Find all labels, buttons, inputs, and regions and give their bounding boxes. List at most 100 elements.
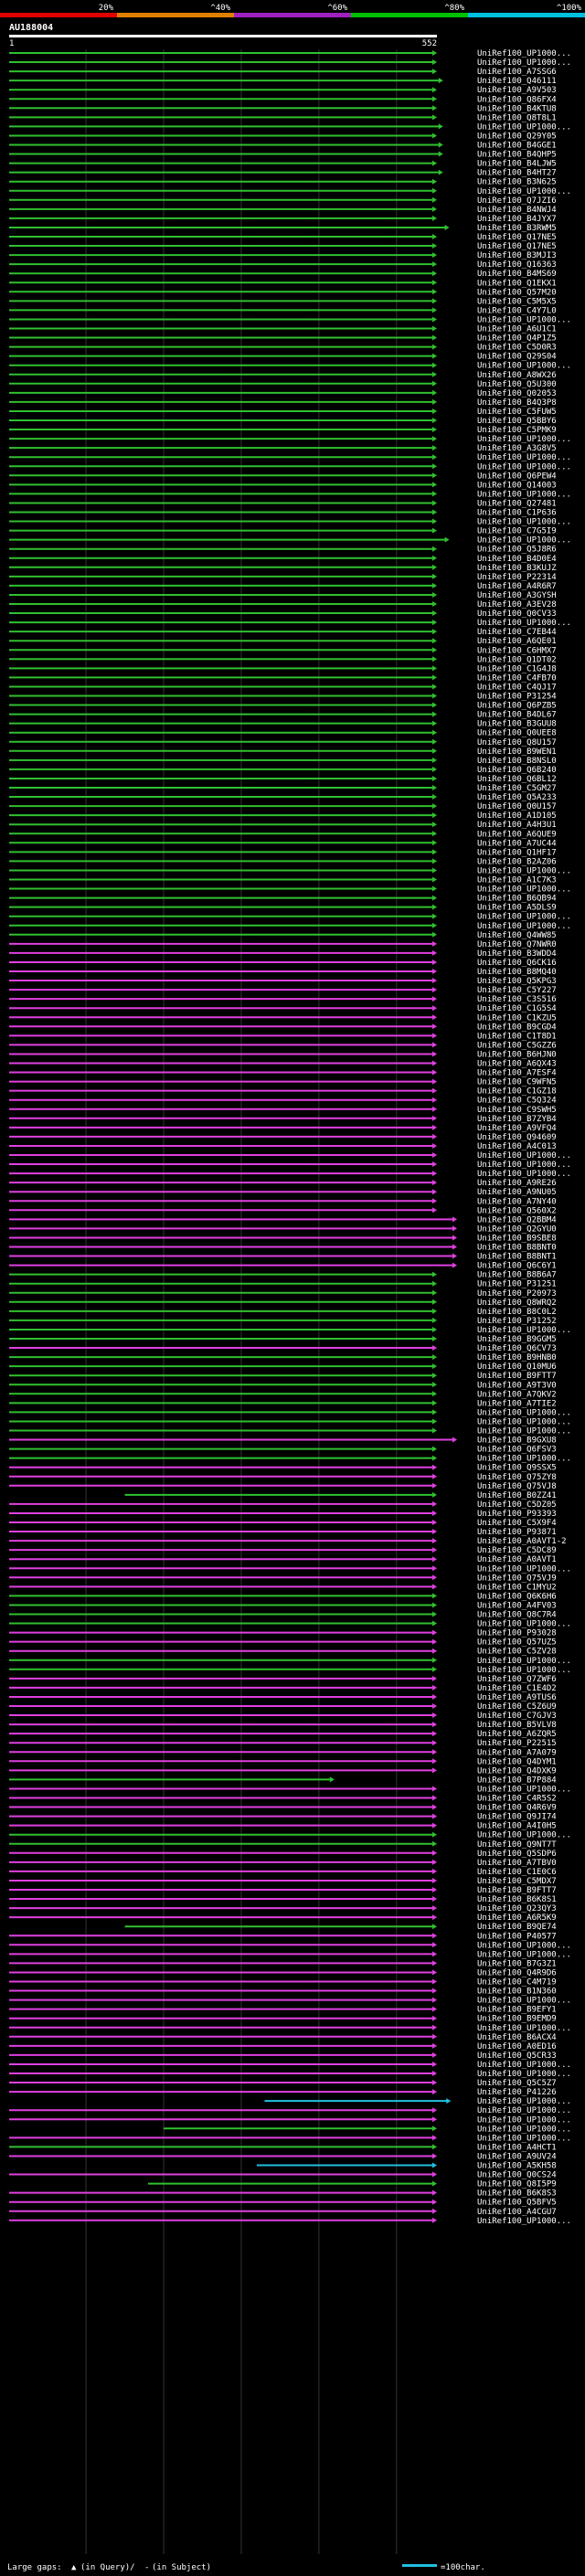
hit-row[interactable]: UniRef100_B3KUJZ	[9, 564, 557, 573]
hit-row[interactable]: UniRef100_Q8T8L1	[9, 113, 557, 122]
hit-label[interactable]: UniRef100_B7ZYB4	[477, 1115, 557, 1124]
hit-label[interactable]: UniRef100_UP1000...	[477, 2061, 571, 2070]
hit-row[interactable]: UniRef100_Q7JZI6	[9, 196, 557, 206]
hit-label[interactable]: UniRef100_B8BNT1	[477, 1253, 557, 1262]
hit-label[interactable]: UniRef100_C4R5S2	[477, 1795, 557, 1804]
hit-label[interactable]: UniRef100_B8NSL0	[477, 757, 557, 766]
hit-row[interactable]: UniRef100_UP1000...	[9, 619, 571, 628]
hit-row[interactable]: UniRef100_UP1000...	[9, 536, 571, 546]
hit-row[interactable]: UniRef100_C1G5S4	[9, 1004, 557, 1013]
hit-row[interactable]: UniRef100_B9HNB0	[9, 1353, 557, 1362]
hit-row[interactable]: UniRef100_C5DC89	[9, 1546, 557, 1555]
hit-label[interactable]: UniRef100_UP1000...	[477, 362, 571, 371]
hit-row[interactable]: UniRef100_C5D0R3	[9, 344, 557, 353]
hit-label[interactable]: UniRef100_B0ZZ41	[477, 1491, 557, 1500]
hit-row[interactable]: UniRef100_C4M719	[9, 1978, 557, 1988]
hit-label[interactable]: UniRef100_A4H3U1	[477, 821, 557, 830]
hit-label[interactable]: UniRef100_B2AZ06	[477, 857, 557, 866]
hit-row[interactable]: UniRef100_UP1000...	[9, 2115, 571, 2125]
hit-row[interactable]: UniRef100_UP1000...	[264, 2097, 571, 2106]
hit-label[interactable]: UniRef100_A4FV03	[477, 1601, 557, 1610]
hit-label[interactable]: UniRef100_Q0U157	[477, 802, 557, 811]
hit-row[interactable]: UniRef100_Q57M20	[9, 288, 557, 297]
hit-label[interactable]: UniRef100_B9GGM5	[477, 1335, 557, 1344]
hit-row[interactable]: UniRef100_A0AVT1	[9, 1555, 557, 1564]
hit-label[interactable]: UniRef100_UP1000...	[477, 453, 571, 462]
hit-row[interactable]: UniRef100_B4D0E4	[9, 555, 557, 564]
hit-label[interactable]: UniRef100_UP1000...	[477, 58, 571, 68]
hit-label[interactable]: UniRef100_UP1000...	[477, 1151, 571, 1161]
hit-label[interactable]: UniRef100_A6U1C1	[477, 325, 557, 334]
hit-label[interactable]: UniRef100_Q0CV33	[477, 610, 557, 619]
hit-label[interactable]: UniRef100_C7EB44	[477, 628, 557, 637]
hit-row[interactable]: UniRef100_Q75VJ8	[9, 1482, 557, 1491]
hit-row[interactable]: UniRef100_Q4DXK9	[9, 1766, 557, 1776]
hit-row[interactable]: UniRef100_P93393	[9, 1510, 557, 1519]
hit-label[interactable]: UniRef100_B1N360	[477, 1988, 557, 1997]
hit-label[interactable]: UniRef100_C5PMK9	[477, 426, 557, 435]
hit-row[interactable]: UniRef100_C4Y7L0	[9, 306, 557, 315]
hit-row[interactable]: UniRef100_Q7ZWF6	[9, 1675, 557, 1684]
hit-row[interactable]: UniRef100_UP1000...	[9, 518, 571, 527]
hit-label[interactable]: UniRef100_A9T3V0	[477, 1381, 557, 1390]
hit-label[interactable]: UniRef100_A9UV24	[477, 2152, 557, 2161]
hit-label[interactable]: UniRef100_UP1000...	[477, 2125, 571, 2134]
hit-label[interactable]: UniRef100_B3MJI3	[477, 251, 557, 260]
hit-row[interactable]: UniRef100_B4GGE1	[9, 142, 557, 151]
hit-label[interactable]: UniRef100_UP1000...	[477, 619, 571, 628]
hit-row[interactable]: UniRef100_A4R6R7	[9, 582, 557, 591]
hit-row[interactable]: UniRef100_A5KH58	[256, 2162, 557, 2171]
hit-label[interactable]: UniRef100_Q0UEE8	[477, 729, 557, 738]
hit-row[interactable]: UniRef100_B6ACX4	[9, 2033, 557, 2042]
hit-label[interactable]: UniRef100_A7NY40	[477, 1197, 557, 1206]
hit-row[interactable]: UniRef100_Q8C7R4	[9, 1611, 557, 1620]
hit-label[interactable]: UniRef100_B4QHP5	[477, 151, 557, 160]
hit-label[interactable]: UniRef100_A6QX43	[477, 1060, 557, 1069]
hit-label[interactable]: UniRef100_UP1000...	[477, 1408, 571, 1417]
hit-label[interactable]: UniRef100_C5X9F4	[477, 1519, 557, 1528]
hit-row[interactable]: UniRef100_A0ED16	[9, 2042, 557, 2051]
hit-label[interactable]: UniRef100_Q75VJ9	[477, 1574, 557, 1583]
hit-row[interactable]: UniRef100_Q6CK16	[9, 959, 557, 968]
hit-label[interactable]: UniRef100_B6HJN0	[477, 1050, 557, 1059]
hit-label[interactable]: UniRef100_B7G3Z1	[477, 1959, 557, 1968]
hit-label[interactable]: UniRef100_Q29S04	[477, 353, 557, 362]
hit-label[interactable]: UniRef100_C5FUW5	[477, 408, 557, 417]
hit-label[interactable]: UniRef100_Q6FSV3	[477, 1446, 557, 1455]
hit-label[interactable]: UniRef100_UP1000...	[477, 866, 571, 875]
hit-row[interactable]: UniRef100_Q9JI74	[9, 1813, 557, 1822]
hit-row[interactable]: UniRef100_Q46111	[9, 77, 557, 86]
hit-label[interactable]: UniRef100_A9RE26	[477, 1179, 557, 1188]
hit-label[interactable]: UniRef100_UP1000...	[477, 2134, 571, 2143]
hit-label[interactable]: UniRef100_P93871	[477, 1528, 557, 1537]
hit-row[interactable]: UniRef100_UP1000...	[9, 1455, 571, 1464]
hit-row[interactable]: UniRef100_A7UC44	[9, 839, 557, 848]
hit-label[interactable]: UniRef100_UP1000...	[477, 1941, 571, 1950]
hit-label[interactable]: UniRef100_C7GJV3	[477, 1712, 557, 1721]
hit-row[interactable]: UniRef100_Q14003	[9, 481, 557, 490]
hit-label[interactable]: UniRef100_Q14003	[477, 481, 557, 490]
hit-label[interactable]: UniRef100_Q8I5P9	[477, 2180, 557, 2189]
hit-label[interactable]: UniRef100_B9FTT7	[477, 1886, 557, 1895]
hit-label[interactable]: UniRef100_A1D105	[477, 811, 557, 821]
hit-label[interactable]: UniRef100_Q560X2	[477, 1206, 557, 1215]
hit-row[interactable]: UniRef100_UP1000...	[9, 2106, 571, 2115]
hit-label[interactable]: UniRef100_Q86FX4	[477, 95, 557, 104]
hit-label[interactable]: UniRef100_C5Y227	[477, 986, 557, 995]
hit-label[interactable]: UniRef100_C6HMX7	[477, 646, 557, 655]
hit-row[interactable]: UniRef100_Q0UEE8	[9, 729, 557, 738]
hit-row[interactable]: UniRef100_UP1000...	[9, 1151, 571, 1161]
hit-label[interactable]: UniRef100_A3G8V5	[477, 444, 557, 453]
hit-row[interactable]: UniRef100_Q1DT02	[9, 655, 557, 664]
hit-row[interactable]: UniRef100_C1G4J8	[9, 664, 557, 673]
hit-label[interactable]: UniRef100_Q6CV73	[477, 1344, 557, 1353]
hit-label[interactable]: UniRef100_UP1000...	[477, 1326, 571, 1335]
hit-label[interactable]: UniRef100_P93028	[477, 1629, 557, 1638]
hit-row[interactable]: UniRef100_B3RWM5	[9, 224, 557, 233]
hit-label[interactable]: UniRef100_Q29Y05	[477, 132, 557, 141]
hit-label[interactable]: UniRef100_A0ED16	[477, 2042, 557, 2051]
hit-row[interactable]: UniRef100_Q6CV73	[9, 1344, 557, 1353]
hit-label[interactable]: UniRef100_B9GXU8	[477, 1436, 557, 1446]
hit-row[interactable]: UniRef100_Q8I5P9	[148, 2180, 557, 2189]
hit-row[interactable]: UniRef100_UP1000...	[9, 913, 571, 922]
